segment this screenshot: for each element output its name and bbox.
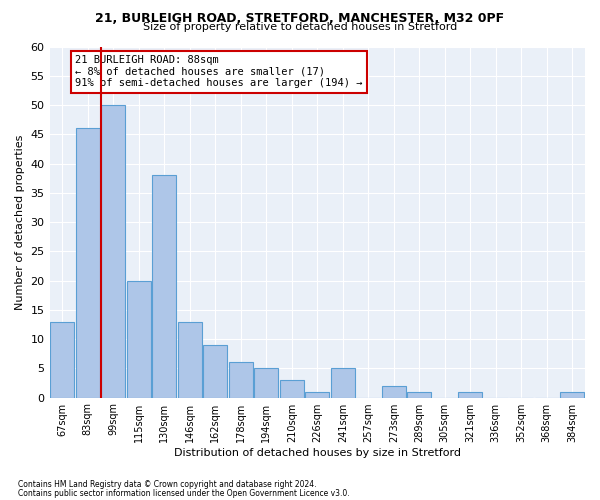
- Bar: [254, 368, 278, 398]
- Bar: [560, 392, 584, 398]
- Text: Contains HM Land Registry data © Crown copyright and database right 2024.: Contains HM Land Registry data © Crown c…: [18, 480, 317, 489]
- Bar: [458, 392, 482, 398]
- Bar: [101, 105, 125, 398]
- X-axis label: Distribution of detached houses by size in Stretford: Distribution of detached houses by size …: [174, 448, 461, 458]
- Bar: [76, 128, 100, 398]
- Text: 21 BURLEIGH ROAD: 88sqm
← 8% of detached houses are smaller (17)
91% of semi-det: 21 BURLEIGH ROAD: 88sqm ← 8% of detached…: [75, 56, 362, 88]
- Bar: [152, 175, 176, 398]
- Bar: [382, 386, 406, 398]
- Text: Contains public sector information licensed under the Open Government Licence v3: Contains public sector information licen…: [18, 488, 350, 498]
- Bar: [50, 322, 74, 398]
- Bar: [407, 392, 431, 398]
- Bar: [178, 322, 202, 398]
- Bar: [280, 380, 304, 398]
- Text: Size of property relative to detached houses in Stretford: Size of property relative to detached ho…: [143, 22, 457, 32]
- Bar: [203, 345, 227, 398]
- Text: 21, BURLEIGH ROAD, STRETFORD, MANCHESTER, M32 0PF: 21, BURLEIGH ROAD, STRETFORD, MANCHESTER…: [95, 12, 505, 26]
- Y-axis label: Number of detached properties: Number of detached properties: [15, 134, 25, 310]
- Bar: [229, 362, 253, 398]
- Bar: [127, 280, 151, 398]
- Bar: [331, 368, 355, 398]
- Bar: [305, 392, 329, 398]
